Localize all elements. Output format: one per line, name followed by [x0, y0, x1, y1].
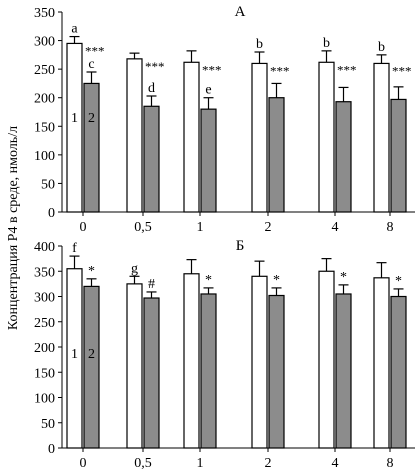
y-tick-label: 250 [34, 316, 55, 331]
bar-series-2 [83, 82, 100, 213]
x-tick-label: 0 [80, 220, 87, 235]
annotation-label: * [205, 273, 212, 288]
x-tick-label: 8 [387, 220, 394, 235]
bar-series-2 [390, 98, 407, 213]
x-tick-label: 0,5 [134, 456, 152, 469]
chart-panel-1 [58, 11, 415, 216]
y-tick-label: 100 [34, 149, 55, 164]
series-label-2: 2 [88, 111, 95, 126]
annotation-label: * [395, 274, 402, 289]
x-tick-label: 8 [387, 456, 394, 469]
bar-series-2 [143, 105, 160, 213]
x-tick-label: 4 [332, 220, 339, 235]
bar-series-1 [126, 283, 143, 449]
y-tick-label: 100 [34, 392, 55, 407]
series-label-1: 1 [71, 111, 78, 126]
annotation-label: e [205, 83, 211, 98]
panel-label: Б [236, 238, 245, 254]
bar-series-1 [318, 270, 335, 449]
y-tick-label: 400 [34, 240, 55, 255]
y-tick-label: 150 [34, 120, 55, 135]
bar-series-2 [335, 101, 352, 213]
bar-series-1 [318, 61, 335, 213]
series-label-1: 1 [71, 347, 78, 362]
annotation-label: f [72, 241, 77, 256]
annotation-label: # [148, 277, 155, 292]
panel-label: А [235, 4, 246, 20]
bar-series-1 [126, 58, 143, 213]
significance-mark: *** [202, 62, 222, 77]
bar-series-2 [83, 285, 100, 449]
x-tick-label: 0 [80, 456, 87, 469]
bar-series-1 [251, 275, 268, 449]
bar-series-1 [66, 42, 83, 213]
y-axis-label: Концентрация Р4 в среде, нмоль/л [6, 126, 21, 330]
significance-mark: *** [145, 59, 165, 74]
bar-series-2 [335, 293, 352, 449]
bar-series-2 [200, 108, 217, 213]
bar-series-2 [268, 97, 285, 213]
y-tick-label: 200 [34, 92, 55, 107]
bar-series-1 [183, 273, 200, 449]
x-tick-label: 2 [265, 456, 272, 469]
annotation-label: b [378, 40, 385, 55]
y-tick-label: 0 [48, 206, 55, 221]
y-tick-label: 50 [41, 417, 55, 432]
bar-series-2 [268, 294, 285, 449]
y-tick-label: 250 [34, 63, 55, 78]
bar-series-2 [200, 293, 217, 449]
y-tick-label: 150 [34, 366, 55, 381]
y-tick-label: 50 [41, 177, 55, 192]
bar-series-1 [373, 62, 390, 213]
y-tick-label: 300 [34, 291, 55, 306]
y-tick-label: 0 [48, 442, 55, 457]
annotation-label: * [273, 273, 280, 288]
bar-series-2 [390, 295, 407, 449]
annotation-label: g [131, 261, 138, 276]
significance-mark: *** [392, 63, 412, 78]
x-tick-label: 2 [265, 220, 272, 235]
bar-series-1 [183, 61, 200, 213]
x-tick-label: 0,5 [134, 220, 152, 235]
significance-mark: *** [85, 43, 105, 58]
bar-series-1 [251, 62, 268, 213]
chart-panel-2 [58, 245, 415, 452]
y-tick-label: 300 [34, 35, 55, 50]
annotation-label: * [88, 264, 95, 279]
annotation-label: d [148, 81, 155, 96]
x-tick-label: 1 [197, 220, 204, 235]
annotation-label: b [256, 37, 263, 52]
annotation-label: b [323, 36, 330, 51]
bar-series-1 [373, 277, 390, 449]
series-label-2: 2 [88, 347, 95, 362]
annotation-label: * [340, 270, 347, 285]
significance-mark: *** [337, 62, 357, 77]
x-tick-label: 1 [197, 456, 204, 469]
x-tick-label: 4 [332, 456, 339, 469]
bar-series-2 [143, 297, 160, 449]
annotation-label: c [88, 57, 94, 72]
y-tick-label: 350 [34, 265, 55, 280]
significance-mark: *** [270, 63, 290, 78]
y-tick-label: 200 [34, 341, 55, 356]
annotation-label: a [71, 22, 78, 37]
y-tick-label: 350 [34, 6, 55, 21]
